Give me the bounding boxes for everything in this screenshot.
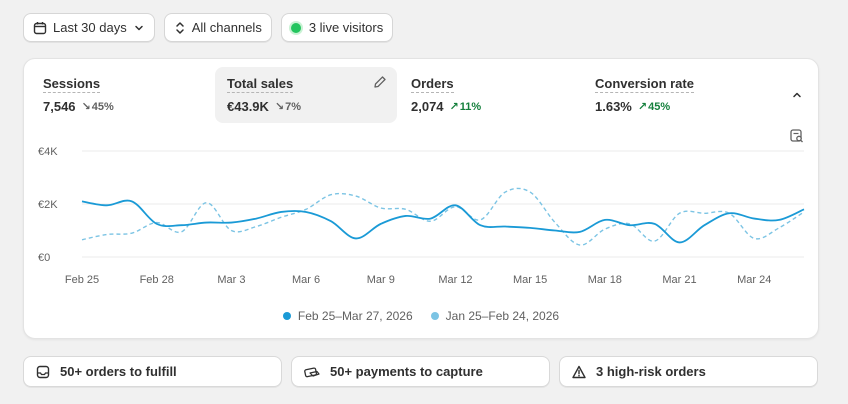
x-tick-label: Feb 28 [140,274,174,286]
channels-button[interactable]: All channels [163,13,272,42]
orders-to-fulfill-button[interactable]: 50+ orders to fulfill [23,356,282,387]
inbox-icon [36,365,50,378]
chart-search-icon[interactable] [790,129,804,143]
sales-line-chart: €0 €2K €4K Feb 25 Feb 28 Mar 3 Mar 6 Mar 9 Mar 1… [38,146,805,286]
x-tick-label: Mar 6 [292,274,320,286]
legend-dot-current [282,312,291,320]
x-tick-label: Mar 9 [367,274,395,286]
arrow-up-icon: ↗ [449,101,459,113]
metric-value: 1.63% [595,99,632,114]
metric-change: ↘ 45% [81,100,114,114]
metric-label: Orders [411,76,454,93]
arrow-down-icon: ↘ [274,101,285,113]
metric-label: Total sales [227,76,294,93]
action-label: 3 high-risk orders [596,364,706,379]
x-tick-label: Feb 25 [65,274,99,286]
legend-item-current[interactable]: Feb 25–Mar 27, 2026 [282,309,413,323]
x-tick-label: Mar 15 [513,274,547,286]
metric-conversion-rate[interactable]: Conversion rate 1.63% ↗ 45% [583,67,763,123]
x-tick-label: Mar 18 [588,274,622,286]
y-tick-label: €2K [38,199,58,211]
arrow-down-icon: ↘ [81,101,91,113]
series-line-previous [81,187,805,246]
date-range-button[interactable]: Last 30 days [23,13,155,42]
x-tick-label: Mar 24 [737,274,771,286]
metric-change: ↘ 7% [274,100,302,114]
metric-label: Sessions [43,76,101,93]
payments-to-capture-button[interactable]: 50+ payments to capture [291,356,550,387]
payment-icon [304,366,320,377]
metric-change: ↗ 45% [637,100,671,114]
legend-item-previous[interactable]: Jan 25–Feb 24, 2026 [430,309,560,323]
legend-label-current: Feb 25–Mar 27, 2026 [297,309,413,323]
live-dot-icon [290,22,301,33]
filter-bar: Last 30 days All channels 3 live visitor… [23,13,394,42]
chart-legend: Feb 25–Mar 27, 2026 Jan 25–Feb 24, 2026 [24,309,818,323]
action-label: 50+ orders to fulfill [60,364,177,379]
high-risk-orders-button[interactable]: 3 high-risk orders [559,356,818,387]
warning-icon [572,365,586,378]
pencil-icon[interactable] [373,75,387,89]
y-tick-label: €4K [38,146,58,158]
x-tick-label: Mar 3 [217,274,245,286]
series-line-current [81,199,805,244]
metric-value: 7,546 [43,99,76,114]
calendar-icon [33,21,47,34]
metric-sessions[interactable]: Sessions 7,546 ↘ 45% [31,67,211,123]
chevron-down-icon [134,25,143,30]
sort-icon [175,21,184,34]
metric-change: ↗ 11% [449,100,482,114]
y-tick-label: €0 [38,252,50,264]
action-bar: 50+ orders to fulfill 50+ payments to ca… [23,356,818,387]
action-label: 50+ payments to capture [330,364,483,379]
legend-dot-previous [430,312,439,320]
chevron-up-icon[interactable] [791,89,803,101]
x-tick-label: Mar 21 [662,274,696,286]
legend-label-previous: Jan 25–Feb 24, 2026 [445,309,560,323]
live-visitors-button[interactable]: 3 live visitors [280,13,394,42]
arrow-up-icon: ↗ [637,101,648,113]
date-range-label: Last 30 days [53,20,127,35]
channels-label: All channels [191,20,262,35]
analytics-card: Sessions 7,546 ↘ 45% Total sales €43.9K ↘… [23,58,819,339]
metric-value: €43.9K [227,99,269,114]
metric-orders[interactable]: Orders 2,074 ↗ 11% [399,67,579,123]
metric-value: 2,074 [411,99,444,114]
live-visitors-label: 3 live visitors [308,20,384,35]
metric-total-sales[interactable]: Total sales €43.9K ↘ 7% [215,67,397,123]
metric-label: Conversion rate [595,76,694,93]
x-tick-label: Mar 12 [438,274,472,286]
